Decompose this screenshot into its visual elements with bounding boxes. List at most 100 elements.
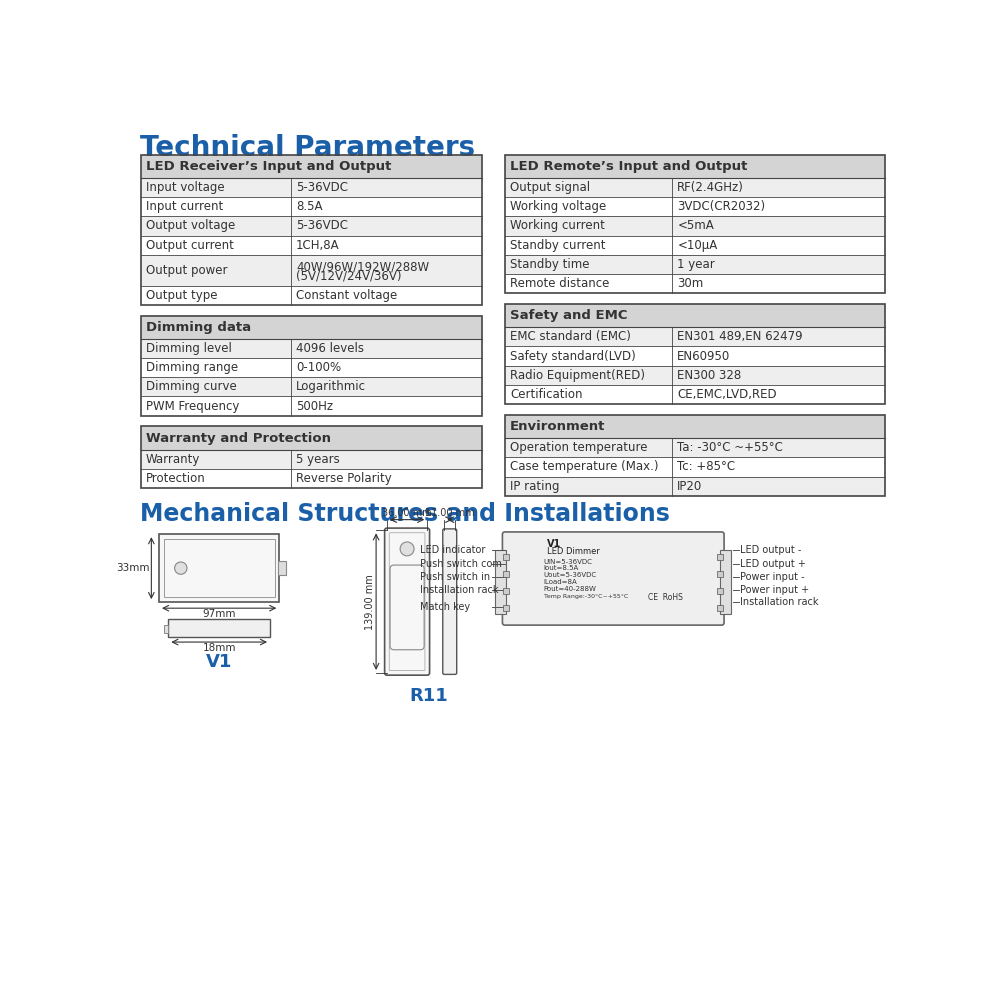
Text: Environment: Environment <box>510 420 606 433</box>
Bar <box>505 304 885 404</box>
Text: Ta: -30°C ~+55°C: Ta: -30°C ~+55°C <box>677 441 783 454</box>
Text: LED Remote’s Input and Output: LED Remote’s Input and Output <box>510 160 748 173</box>
Bar <box>140 155 482 305</box>
Text: 11.00 mm: 11.00 mm <box>425 508 475 518</box>
Bar <box>717 605 723 611</box>
FancyBboxPatch shape <box>443 529 457 674</box>
Text: Dimming range: Dimming range <box>146 361 238 374</box>
Text: (5V/12V/24V/36V): (5V/12V/24V/36V) <box>296 269 401 282</box>
Bar <box>505 255 885 274</box>
Text: 1 year: 1 year <box>677 258 715 271</box>
Text: Dimming level: Dimming level <box>146 342 232 355</box>
Text: 97mm: 97mm <box>202 609 236 619</box>
Text: UIN=5-36VDC: UIN=5-36VDC <box>544 559 592 565</box>
Text: Mechanical Structures and Installations: Mechanical Structures and Installations <box>140 502 670 526</box>
Text: 18mm: 18mm <box>202 643 236 653</box>
Text: Pout=40-288W: Pout=40-288W <box>544 586 596 592</box>
Bar <box>140 316 482 339</box>
Text: Standby current: Standby current <box>510 239 606 252</box>
Text: Temp Range:-30°C~+55°C: Temp Range:-30°C~+55°C <box>544 594 628 599</box>
Text: Case temperature (Max.): Case temperature (Max.) <box>510 460 659 473</box>
Bar <box>717 571 723 577</box>
Text: 139.00 mm: 139.00 mm <box>365 574 375 630</box>
Bar <box>505 155 885 293</box>
Text: 1CH,8A: 1CH,8A <box>296 239 340 252</box>
Bar <box>720 550 731 614</box>
Text: Dimming curve: Dimming curve <box>146 380 237 393</box>
Text: EN301 489,EN 62479: EN301 489,EN 62479 <box>677 330 803 343</box>
Bar <box>140 450 482 469</box>
Text: Remote distance: Remote distance <box>510 277 610 290</box>
Text: IP rating: IP rating <box>510 480 560 493</box>
Text: Output type: Output type <box>146 289 217 302</box>
Text: ILoad=8A: ILoad=8A <box>544 579 577 585</box>
Text: CE  RoHS: CE RoHS <box>648 593 683 602</box>
Text: 5-36VDC: 5-36VDC <box>296 181 348 194</box>
Text: Output power: Output power <box>146 264 227 277</box>
FancyBboxPatch shape <box>385 528 430 675</box>
Text: LED Dimmer: LED Dimmer <box>547 547 600 556</box>
Bar <box>505 457 885 477</box>
Text: Constant voltage: Constant voltage <box>296 289 397 302</box>
Circle shape <box>175 562 187 574</box>
Bar <box>159 534 279 602</box>
Text: Dimming data: Dimming data <box>146 321 251 334</box>
FancyBboxPatch shape <box>502 532 724 625</box>
Bar <box>717 554 723 560</box>
Text: RF(2.4GHz): RF(2.4GHz) <box>677 181 744 194</box>
Text: V1: V1 <box>547 539 562 549</box>
Bar <box>140 286 482 305</box>
Text: EMC standard (EMC): EMC standard (EMC) <box>510 330 631 343</box>
Text: Input voltage: Input voltage <box>146 181 225 194</box>
Text: Safety standard(LVD): Safety standard(LVD) <box>510 350 636 363</box>
Text: Match key: Match key <box>420 602 470 612</box>
Bar <box>503 571 509 577</box>
Text: LED output +: LED output + <box>740 559 806 569</box>
Bar <box>140 155 482 178</box>
Bar <box>505 304 885 327</box>
Bar <box>717 588 723 594</box>
Text: Logarithmic: Logarithmic <box>296 380 366 393</box>
Bar <box>140 377 482 396</box>
Bar <box>505 346 885 366</box>
Bar <box>140 178 482 197</box>
Bar <box>278 561 286 575</box>
Text: Warranty and Protection: Warranty and Protection <box>146 432 331 445</box>
Text: Working voltage: Working voltage <box>510 200 606 213</box>
Bar <box>505 415 885 496</box>
Text: Output voltage: Output voltage <box>146 219 235 232</box>
Text: 30m: 30m <box>677 277 704 290</box>
Bar <box>140 235 482 255</box>
Bar <box>505 197 885 216</box>
Bar <box>140 339 482 358</box>
Text: Standby time: Standby time <box>510 258 590 271</box>
Text: Output signal: Output signal <box>510 181 590 194</box>
Bar <box>505 178 885 197</box>
Circle shape <box>400 542 414 556</box>
Text: Output current: Output current <box>146 239 234 252</box>
Text: Push switch in: Push switch in <box>420 572 490 582</box>
Text: 8.5A: 8.5A <box>296 200 322 213</box>
Bar <box>168 619 270 637</box>
Text: LED Receiver’s Input and Output: LED Receiver’s Input and Output <box>146 160 391 173</box>
Text: Safety and EMC: Safety and EMC <box>510 309 628 322</box>
Text: Protection: Protection <box>146 472 206 485</box>
Text: 33mm: 33mm <box>116 563 150 573</box>
Bar <box>505 438 885 457</box>
Bar <box>495 550 506 614</box>
Text: Working current: Working current <box>510 219 605 232</box>
Text: 3VDC(CR2032): 3VDC(CR2032) <box>677 200 765 213</box>
Text: Power input +: Power input + <box>740 585 809 595</box>
Text: Certification: Certification <box>510 388 583 401</box>
Bar <box>140 469 482 488</box>
Bar <box>505 327 885 346</box>
Bar <box>140 426 482 488</box>
Bar <box>140 216 482 235</box>
Text: <5mA: <5mA <box>677 219 714 232</box>
Text: Tc: +85°C: Tc: +85°C <box>677 460 735 473</box>
Bar <box>164 539 275 597</box>
Bar <box>505 216 885 235</box>
Bar <box>505 477 885 496</box>
Text: 4096 levels: 4096 levels <box>296 342 364 355</box>
Text: PWM Frequency: PWM Frequency <box>146 400 239 413</box>
